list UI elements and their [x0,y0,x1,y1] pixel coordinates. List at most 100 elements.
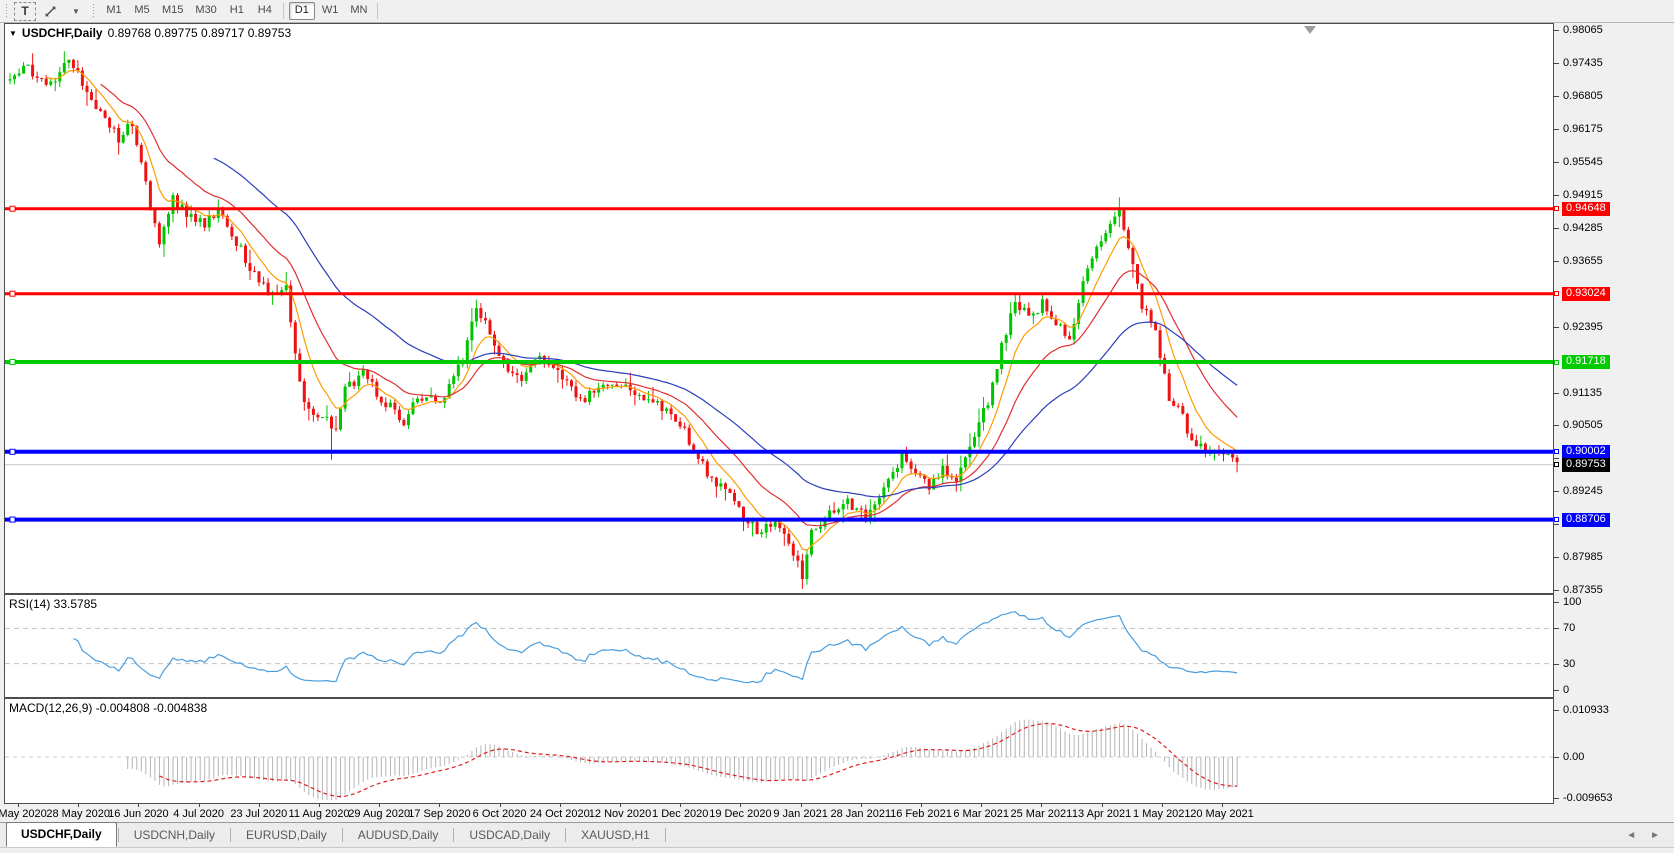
dropdown-caret-icon: ▼ [72,6,80,16]
price-tick: 0.90505 [1563,419,1603,432]
arrows-dropdown-button[interactable]: ▼ [65,2,87,21]
tab-audusd[interactable]: AUDUSD,Daily [357,828,439,842]
tab-scroll-right-icon[interactable]: ► [1650,830,1660,841]
date-tick [1222,804,1223,807]
price-tick-dash [1554,524,1559,526]
price-tick-dash [1554,128,1559,130]
price-axis[interactable]: 0.98065 0.97435 0.96805 0.96175 0.95545 0.949… [1554,23,1674,804]
date-label: 1 Dec 2020 [652,808,709,820]
rsi-line [73,611,1238,684]
price-tick: 0.93655 [1563,254,1603,267]
date-tick [981,804,983,807]
date-tick [1101,804,1103,807]
price-tick-dash [1554,458,1559,460]
price-tick: 0.95545 [1563,155,1603,168]
price-tick-dash [1554,161,1559,163]
macd-plot[interactable] [5,699,1553,803]
date-tick [740,804,742,807]
main-chart-panel[interactable]: ▼ USDCHF,Daily 0.89768 0.89775 0.89717 0… [4,23,1554,594]
rsi-tick-dash [1554,628,1559,630]
tab-scroll-left-icon[interactable]: ◄ [1626,830,1637,841]
current-price-label-anchor[interactable] [1554,462,1559,468]
hline-price-label-0.88706-anchor[interactable] [1554,517,1559,523]
rsi-plot[interactable] [5,595,1553,697]
date-tick [1161,804,1163,807]
candles-layer [8,51,1239,589]
toolbar-grip[interactable] [5,3,9,19]
date-label: 28 Jan 2021 [830,808,892,820]
macd-signal-line [159,722,1238,798]
hline-price-label-0.93024-anchor[interactable] [1554,291,1559,297]
date-label: 20 May 2021 [1190,808,1254,820]
main-chart-plot[interactable] [5,24,1553,593]
moving-averages-layer [46,69,1238,551]
tabs-holder: USDCHF,Daily USDCNH,Daily EURUSD,Daily AUDU… [6,820,667,847]
price-tick-dash [1554,227,1559,229]
date-label: 17 Sep 2020 [408,808,471,820]
tab-usdchf[interactable]: USDCHF,Daily [6,822,117,847]
price-tick-dash [1554,557,1559,559]
horizontal-line-0.91718[interactable] [5,359,1553,366]
window-bottom-strip [0,847,1674,853]
chart-tab-bar: USDCHF,Daily USDCNH,Daily EURUSD,Daily AUDU… [0,822,1674,847]
rsi-tick-dash [1554,690,1559,691]
horizontal-line-0.88706[interactable] [5,516,1553,523]
timeframe-button-d1[interactable]: D1 [288,2,315,20]
timeframe-button-m30[interactable]: M30 [195,4,217,16]
tab-divider [565,828,567,842]
date-label: 19 Dec 2020 [709,808,772,820]
macd-panel[interactable]: MACD(12,26,9) -0.004808 -0.004838 [4,698,1554,804]
hline-price-label-0.91718-anchor[interactable] [1554,359,1559,365]
horizontal-line-0.93024[interactable] [5,290,1553,297]
chart-title[interactable]: ▼ USDCHF,Daily 0.89768 0.89775 0.89717 0… [9,26,291,40]
date-label: 13 Apr 2021 [1071,808,1132,820]
date-tick [138,804,140,807]
toolbar: T ▼ M1 M5 M15 M30 H1 H4 D1 W1 MN [0,0,1674,23]
date-label: 12 Nov 2020 [588,808,652,820]
price-tick-dash [1554,194,1559,196]
arrows-tool-button[interactable] [38,2,63,21]
horizontal-line-0.90002[interactable] [5,448,1553,455]
tab-xauusd[interactable]: XAUUSD,H1 [581,828,650,842]
date-tick [559,804,561,807]
rsi-panel[interactable]: RSI(14) 33.5785 [4,594,1554,698]
hline-price-label-0.94648-anchor[interactable] [1554,206,1559,212]
macd-tick-dash [1554,757,1559,758]
text-tool-button[interactable]: T [14,1,36,21]
tab-divider [453,828,455,842]
price-tick-dash [1554,62,1559,64]
price-tick: 0.98065 [1563,24,1603,36]
date-tick [18,804,19,807]
tab-eurusd[interactable]: EURUSD,Daily [246,828,327,842]
timeframe-toolbar-grip[interactable] [92,3,96,19]
price-tick-dash [1554,491,1559,493]
timeframe-button-w1[interactable]: W1 [321,4,339,16]
horizontal-line-0.94648[interactable] [5,205,1553,212]
timeframe-button-h4[interactable]: H4 [257,4,272,16]
macd-tick-dash [1554,710,1559,712]
date-tick [499,804,501,807]
date-label: 24 Oct 2020 [529,808,590,820]
rsi-tick: 70 [1563,622,1576,635]
date-tick [258,804,260,807]
macd-histogram [127,719,1238,801]
date-tick [620,804,621,807]
tab-usdcad[interactable]: USDCAD,Daily [469,828,551,842]
timeframe-button-m5[interactable]: M5 [134,4,150,16]
date-tick [1041,804,1043,807]
timeframe-button-h1[interactable]: H1 [229,4,244,16]
timeframe-button-m1[interactable]: M1 [106,4,122,16]
price-tick: 0.94285 [1563,221,1603,234]
macd-tick: 0.010933 [1563,704,1609,717]
hline-price-label-0.88706: 0.88706 [1562,512,1610,527]
price-tick-dash [1554,95,1559,97]
price-tick: 0.96175 [1563,122,1603,135]
hline-price-label-0.90002: 0.90002 [1562,444,1610,459]
timeframe-button-mn[interactable]: MN [350,4,368,16]
date-label: 25 Mar 2021 [1010,808,1073,820]
timeframe-button-m15[interactable]: M15 [162,4,184,16]
tab-usdcnh[interactable]: USDCNH,Daily [133,828,216,842]
hline-price-label-0.90002-anchor[interactable] [1554,449,1559,455]
